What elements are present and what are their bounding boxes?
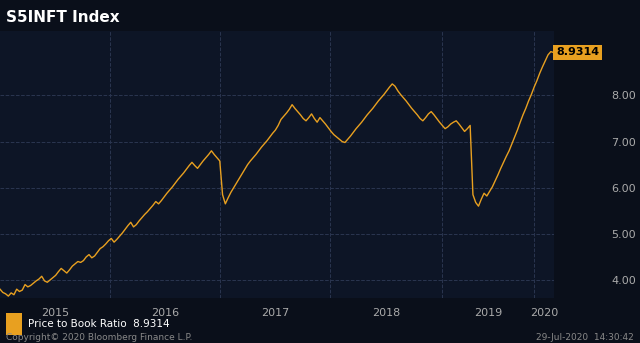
Text: 29-Jul-2020  14:30:42: 29-Jul-2020 14:30:42: [536, 333, 634, 342]
Text: Price to Book Ratio  8.9314: Price to Book Ratio 8.9314: [28, 319, 170, 329]
Text: 8.9314: 8.9314: [556, 47, 599, 58]
Text: Copyright© 2020 Bloomberg Finance L.P.: Copyright© 2020 Bloomberg Finance L.P.: [6, 333, 193, 342]
Text: S5INFT Index: S5INFT Index: [6, 10, 120, 25]
Bar: [6, 314, 22, 335]
